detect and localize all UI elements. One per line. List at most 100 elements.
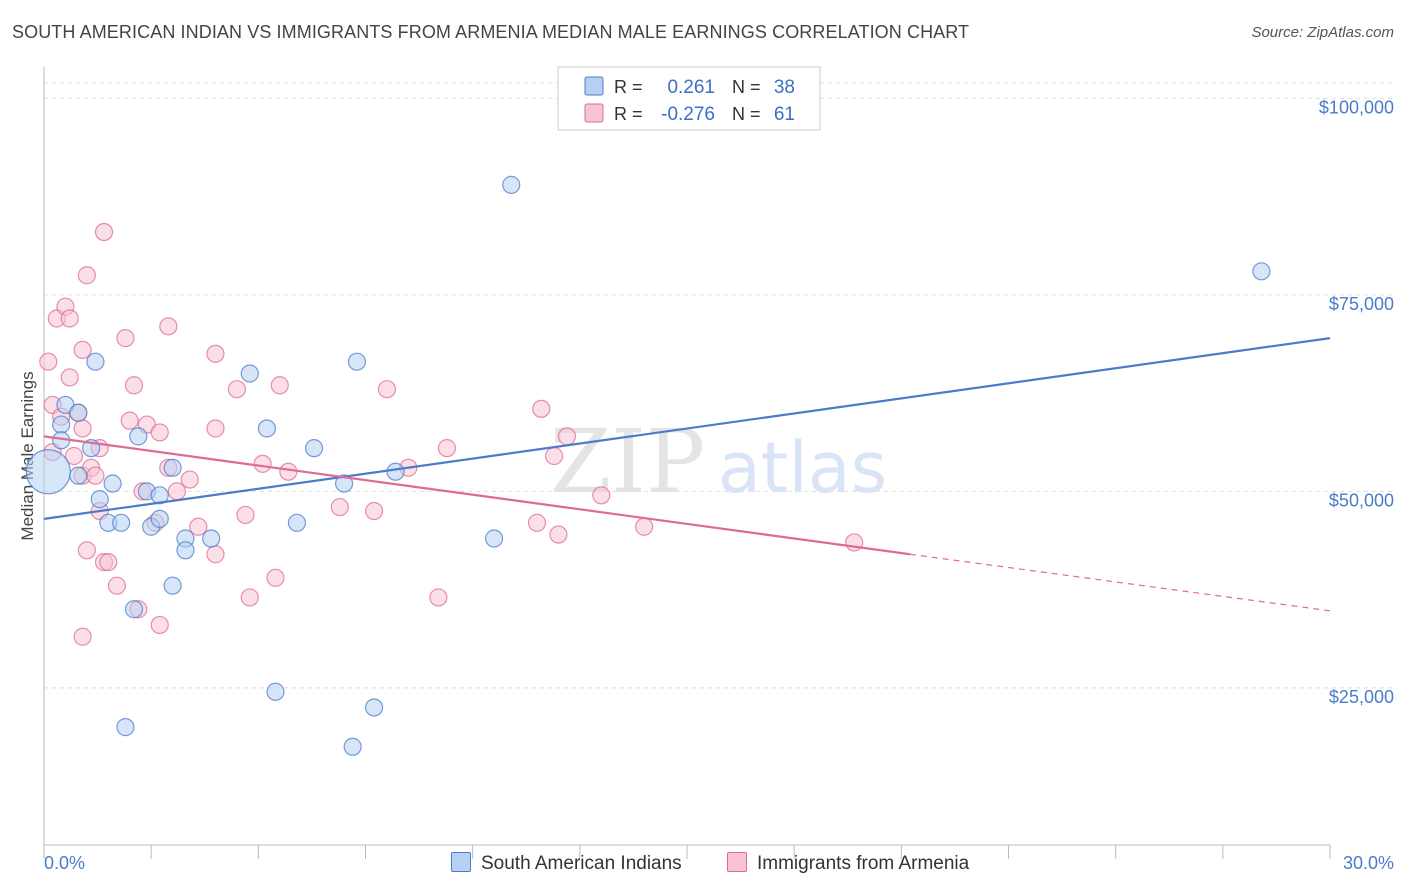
- point-south-american-indian-12: [116, 718, 135, 737]
- point-immigrant-from-armenia-48: [330, 497, 349, 517]
- point-immigrant-from-armenia-57: [549, 525, 568, 544]
- point-immigrant-from-armenia-38: [206, 545, 225, 564]
- trend-line-south-american-indians: [43, 337, 1331, 520]
- point-south-american-indian-18: [150, 509, 169, 528]
- point-immigrant-from-armenia-47: [279, 462, 298, 481]
- legend-n-value-2: 61: [774, 104, 795, 125]
- point-immigrant-from-armenia-36: [180, 470, 199, 489]
- point-immigrant-from-armenia-43: [240, 588, 259, 607]
- y-axis-label: Median Male Earnings: [18, 371, 37, 540]
- point-south-american-indian-4: [69, 466, 88, 485]
- point-immigrant-from-armenia-42: [236, 505, 255, 525]
- point-south-american-indian-27: [287, 513, 307, 532]
- point-south-american-indian-35: [502, 175, 521, 194]
- point-south-american-indian-13: [124, 600, 144, 619]
- point-immigrant-from-armenia-24: [116, 329, 135, 348]
- point-south-american-indian-34: [485, 529, 504, 548]
- point-immigrant-from-armenia-8: [64, 446, 84, 466]
- bottom-legend-item-south-american-indians: South American Indians: [451, 852, 682, 875]
- point-south-american-indian-22: [176, 541, 195, 560]
- legend-r-label-1: R =: [614, 77, 643, 97]
- point-south-american-indian-1: [52, 415, 71, 434]
- point-south-american-indian-5: [69, 403, 88, 422]
- x-tick-label-min: 0.0%: [44, 853, 85, 873]
- x-axis-ticks: [43, 845, 1331, 859]
- bottom-legend-swatch-pink: [727, 852, 747, 872]
- chart-title: SOUTH AMERICAN INDIAN VS IMMIGRANTS FROM…: [12, 22, 970, 42]
- point-south-american-indian-7: [86, 352, 105, 371]
- point-immigrant-from-armenia-20: [94, 222, 114, 242]
- bottom-legend-swatch-blue: [451, 852, 471, 872]
- trend-lines: [43, 337, 1331, 612]
- legend-swatch-blue: [584, 76, 604, 96]
- point-south-american-indian-14: [129, 427, 148, 446]
- watermark-atlas: atlas: [718, 427, 887, 509]
- trend-line-immigrants-from-armenia: [43, 435, 911, 556]
- point-immigrant-from-armenia-52: [429, 588, 448, 607]
- point-immigrant-from-armenia-39: [206, 419, 225, 438]
- point-immigrant-from-armenia-49: [364, 501, 384, 521]
- point-immigrant-from-armenia-0: [39, 352, 58, 371]
- point-south-american-indian-24: [240, 364, 259, 383]
- point-immigrant-from-armenia-25: [120, 411, 139, 430]
- trend-line-armenia-extrapolated: [909, 553, 1331, 612]
- point-immigrant-from-armenia-50: [377, 380, 397, 399]
- x-tick-label-max: 30.0%: [1343, 853, 1394, 873]
- legend-r-label-2: R =: [614, 104, 643, 124]
- point-immigrant-from-armenia-22: [99, 552, 118, 572]
- point-immigrant-from-armenia-7: [60, 368, 79, 387]
- point-south-american-indian-29: [334, 474, 354, 493]
- point-immigrant-from-armenia-37: [189, 517, 208, 536]
- point-south-american-indian-31: [347, 352, 367, 371]
- point-south-american-indian-17: [150, 486, 169, 505]
- point-immigrant-from-armenia-55: [532, 399, 551, 418]
- point-south-american-indian-36: [1252, 262, 1271, 281]
- point-immigrant-from-armenia-12: [73, 340, 92, 360]
- point-immigrant-from-armenia-53: [437, 439, 457, 458]
- y-axis-tick-labels: $25,000 $50,000 $75,000 $100,000: [1319, 97, 1394, 706]
- point-south-american-indian-26: [266, 682, 285, 701]
- point-south-american-indian-30: [343, 737, 362, 756]
- bottom-legend-label-pink: Immigrants from Armenia: [757, 853, 970, 874]
- point-immigrant-from-armenia-56: [545, 446, 564, 466]
- point-immigrant-from-armenia-40: [206, 344, 225, 363]
- point-immigrant-from-armenia-17: [86, 466, 105, 485]
- point-immigrant-from-armenia-31: [150, 615, 169, 635]
- point-immigrant-from-armenia-60: [635, 517, 654, 536]
- legend-n-label-2: N =: [732, 104, 761, 124]
- point-immigrant-from-armenia-45: [266, 568, 285, 587]
- point-immigrant-from-armenia-41: [227, 380, 246, 399]
- point-immigrant-from-armenia-6: [60, 309, 79, 328]
- legend-swatch-pink: [584, 103, 604, 123]
- point-south-american-indian-20: [163, 458, 182, 477]
- bottom-legend-item-immigrants-from-armenia: Immigrants from Armenia: [727, 852, 969, 875]
- point-south-american-indian-0: [25, 449, 71, 495]
- legend-r-value-1: 0.261: [667, 77, 715, 98]
- point-south-american-indian-25: [257, 419, 277, 438]
- point-immigrant-from-armenia-26: [124, 376, 144, 395]
- point-south-american-indian-32: [364, 698, 384, 717]
- y-tick-label-25000: $25,000: [1329, 687, 1394, 707]
- point-south-american-indian-10: [103, 474, 122, 493]
- point-immigrant-from-armenia-15: [77, 541, 96, 560]
- y-tick-label-50000: $50,000: [1329, 490, 1394, 510]
- point-south-american-indian-8: [90, 490, 109, 509]
- point-south-american-indian-11: [112, 513, 131, 532]
- point-immigrant-from-armenia-54: [527, 513, 547, 532]
- point-immigrant-from-armenia-14: [77, 266, 96, 285]
- point-immigrant-from-armenia-59: [592, 486, 611, 505]
- legend-r-value-2: -0.276: [661, 104, 715, 125]
- point-immigrant-from-armenia-32: [150, 423, 169, 442]
- y-tick-label-75000: $75,000: [1329, 294, 1394, 314]
- series-south-american-indians: [25, 175, 1271, 756]
- legend-n-value-1: 38: [774, 77, 795, 98]
- point-immigrant-from-armenia-23: [107, 576, 126, 595]
- point-immigrant-from-armenia-44: [253, 454, 272, 473]
- point-immigrant-from-armenia-10: [73, 419, 92, 438]
- point-immigrant-from-armenia-34: [159, 317, 178, 336]
- watermark: ZIP atlas: [550, 410, 887, 513]
- watermark-zip: ZIP: [550, 410, 705, 513]
- point-south-american-indian-19: [163, 576, 182, 595]
- bottom-legend-label-blue: South American Indians: [481, 853, 682, 874]
